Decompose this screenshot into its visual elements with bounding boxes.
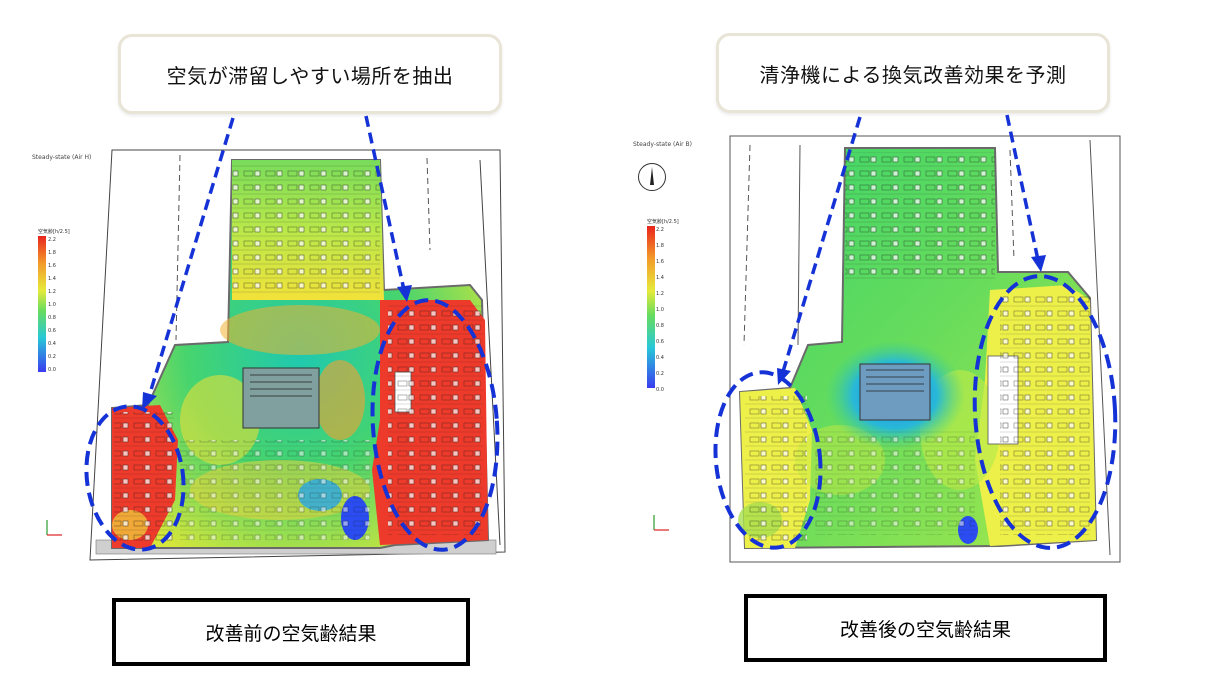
right-legend-bar [647, 226, 655, 388]
left-legend-value: 0.6 [48, 328, 56, 334]
left-legend-bar [38, 236, 46, 372]
right-legend-value: 1.6 [656, 259, 664, 265]
right-legend-value: 1.8 [656, 243, 664, 249]
right-legend-value: 1.2 [656, 291, 664, 297]
right-central-void [859, 363, 931, 421]
right-callout-text: 清浄機による換気改善効果を予測 [759, 62, 1067, 87]
left-highlight-ellipse-right [370, 298, 500, 552]
left-callout-box: 空気が滞留しやすい場所を抽出 [118, 34, 502, 114]
right-legend-value: 1.4 [656, 275, 664, 281]
left-caption-box: 改善前の空気齢結果 [112, 598, 470, 666]
left-legend-value: 1.4 [48, 276, 56, 282]
right-floor-plan [647, 114, 1121, 563]
left-legend-value: 1.6 [48, 263, 56, 269]
left-legend-value: 0.2 [48, 354, 56, 360]
left-legend-value: 1.2 [48, 289, 56, 295]
right-arrow-1 [780, 116, 862, 376]
left-legend-value: 0.8 [48, 315, 56, 321]
left-highlight-ellipse-left [84, 404, 186, 552]
left-arrow-2 [364, 115, 406, 291]
right-building-frame [729, 135, 1121, 563]
left-arrow-1 [146, 117, 235, 401]
left-floor-plan [38, 115, 506, 561]
right-callout-box: 清浄機による換気改善効果を予測 [716, 33, 1110, 113]
left-heat-orange [220, 305, 380, 355]
right-legend-value: 1.0 [656, 307, 664, 313]
right-caption-box: 改善後の空気齢結果 [744, 594, 1107, 662]
compass-icon [638, 163, 666, 191]
right-legend-value: 0.4 [656, 355, 664, 361]
left-legend-value: 1.8 [48, 250, 56, 256]
left-callout-text: 空気が滞留しやすい場所を抽出 [166, 63, 454, 88]
left-legend-value: 0.4 [48, 341, 56, 347]
right-legend-value: 2.2 [656, 227, 664, 233]
left-axis-icon [46, 520, 62, 536]
right-legend-title: 空気齢[h/2.5] [647, 219, 679, 225]
right-legend-value: 0.0 [656, 387, 664, 393]
left-legend-title: 空気齢[h/2.5] [38, 229, 70, 235]
left-building-outline [89, 149, 506, 561]
right-highlight-ellipse-left [713, 370, 823, 550]
right-header-small: Steady-state (Air B) [633, 141, 692, 148]
right-axis-icon [653, 515, 669, 531]
left-legend-value: 0.0 [48, 367, 56, 373]
left-caption-text: 改善前の空気齢結果 [205, 622, 377, 645]
right-arrow-2 [1005, 114, 1040, 261]
right-legend-value: 0.8 [656, 323, 664, 329]
right-legend-value: 0.2 [656, 371, 664, 377]
left-legend-value: 2.2 [48, 237, 56, 243]
right-caption-text: 改善後の空気齢結果 [839, 618, 1011, 641]
left-central-void [242, 367, 320, 429]
left-legend-value: 1.0 [48, 302, 56, 308]
left-header-small: Steady-state (Air H) [32, 154, 92, 161]
right-highlight-ellipse-right [972, 274, 1118, 550]
right-legend-value: 0.6 [656, 339, 664, 345]
